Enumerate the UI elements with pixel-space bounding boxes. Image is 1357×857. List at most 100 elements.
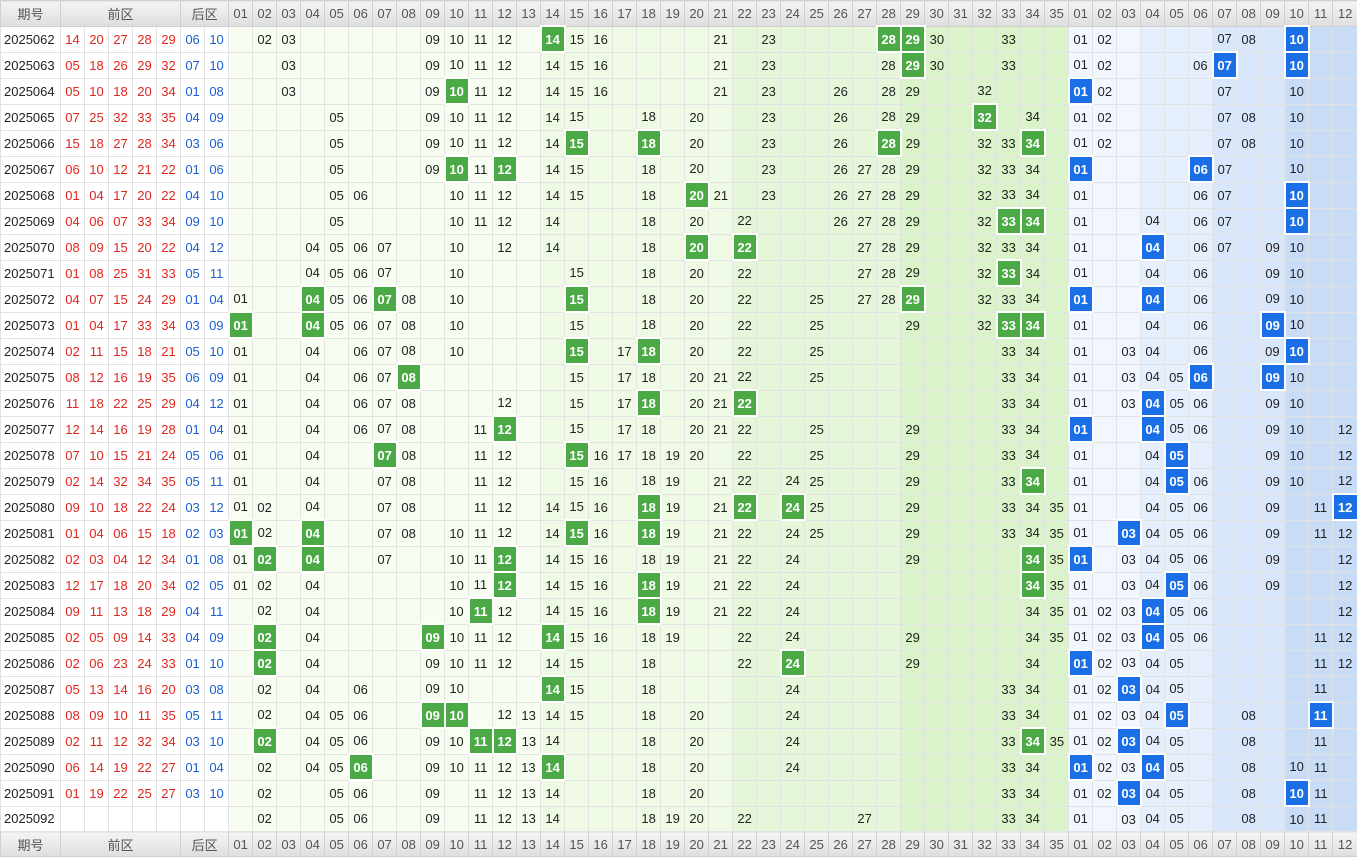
back-cell — [1309, 468, 1333, 494]
front-cell — [493, 338, 517, 364]
front-cell — [781, 104, 805, 130]
front-cell — [901, 780, 925, 806]
front-cell: 08 — [397, 312, 421, 338]
front-cell — [997, 78, 1021, 104]
front-cell: 10 — [445, 546, 469, 572]
front-col-header: 26 — [829, 1, 853, 27]
front-cell — [685, 546, 709, 572]
back-cell — [1237, 260, 1261, 286]
front-cell: 09 — [421, 780, 445, 806]
front-cell — [829, 26, 853, 52]
front-cell: 21 — [709, 78, 733, 104]
back-cell — [1237, 364, 1261, 390]
back-cell: 07 — [1213, 156, 1237, 182]
front-cell: 24 — [781, 702, 805, 728]
back-cell — [1093, 806, 1117, 832]
front-col-header: 08 — [397, 1, 421, 27]
back-cell: 01 — [1069, 104, 1093, 130]
front-cell — [949, 208, 973, 234]
front-cell: 13 — [517, 806, 541, 832]
front-cell: 04 — [301, 702, 325, 728]
front-header: 前区 — [61, 1, 181, 27]
front-cell: 34 — [1021, 702, 1045, 728]
front-hit: 34 — [1021, 728, 1045, 754]
front-number: 15 — [109, 286, 133, 312]
front-hit: 34 — [1021, 312, 1045, 338]
back-cell — [1333, 754, 1357, 780]
back-cell: 10 — [1285, 364, 1309, 390]
front-cell — [229, 806, 253, 832]
back-cell — [1213, 260, 1237, 286]
front-cell — [469, 260, 493, 286]
front-cell: 01 — [229, 416, 253, 442]
back-cell: 06 — [1189, 468, 1213, 494]
back-header: 后区 — [181, 1, 229, 27]
front-cell — [757, 468, 781, 494]
back-cell: 06 — [1189, 598, 1213, 624]
back-hit: 10 — [1285, 780, 1309, 806]
front-cell: 05 — [325, 780, 349, 806]
back-cell — [1093, 312, 1117, 338]
front-cell: 08 — [397, 338, 421, 364]
front-cell — [973, 780, 997, 806]
period: 2025080 — [1, 494, 61, 520]
back-cell — [1261, 806, 1285, 832]
period: 2025077 — [1, 416, 61, 442]
front-number: 25 — [133, 390, 157, 416]
back-cell: 10 — [1285, 442, 1309, 468]
front-cell: 08 — [397, 286, 421, 312]
front-cell — [325, 78, 349, 104]
front-col-header: 12 — [493, 832, 517, 857]
front-cell — [517, 468, 541, 494]
back-cell — [1213, 520, 1237, 546]
front-cell: 29 — [901, 156, 925, 182]
back-cell — [1165, 156, 1189, 182]
front-cell — [733, 702, 757, 728]
front-cell — [277, 546, 301, 572]
front-cell: 17 — [613, 390, 637, 416]
front-number: 18 — [109, 78, 133, 104]
front-cell: 23 — [757, 130, 781, 156]
front-cell — [277, 390, 301, 416]
front-col-header: 32 — [973, 1, 997, 27]
front-cell: 24 — [781, 728, 805, 754]
front-cell: 22 — [733, 364, 757, 390]
front-col-header: 16 — [589, 832, 613, 857]
front-cell: 28 — [877, 182, 901, 208]
front-number: 12 — [61, 416, 85, 442]
front-cell — [229, 26, 253, 52]
front-hit: 34 — [1021, 546, 1045, 572]
front-cell — [277, 312, 301, 338]
front-hit: 29 — [901, 26, 925, 52]
back-hit: 10 — [1285, 26, 1309, 52]
back-cell: 04 — [1141, 208, 1165, 234]
front-cell — [709, 806, 733, 832]
front-cell: 07 — [373, 260, 397, 286]
front-cell: 11 — [469, 442, 493, 468]
back-cell: 08 — [1237, 130, 1261, 156]
period: 2025084 — [1, 598, 61, 624]
front-cell — [253, 390, 277, 416]
front-cell — [853, 572, 877, 598]
back-cell — [1213, 312, 1237, 338]
back-number: 10 — [205, 780, 229, 806]
back-cell: 06 — [1189, 390, 1213, 416]
front-cell — [1045, 182, 1069, 208]
back-cell — [1213, 338, 1237, 364]
front-cell — [925, 494, 949, 520]
back-cell — [1165, 26, 1189, 52]
back-col-header: 06 — [1189, 832, 1213, 857]
front-cell — [421, 390, 445, 416]
front-cell — [829, 806, 853, 832]
front-cell: 22 — [733, 312, 757, 338]
front-cell — [949, 416, 973, 442]
front-cell — [949, 156, 973, 182]
front-cell: 21 — [709, 494, 733, 520]
front-cell — [733, 754, 757, 780]
front-cell — [565, 234, 589, 260]
back-cell — [1141, 52, 1165, 78]
front-cell: 12 — [493, 78, 517, 104]
